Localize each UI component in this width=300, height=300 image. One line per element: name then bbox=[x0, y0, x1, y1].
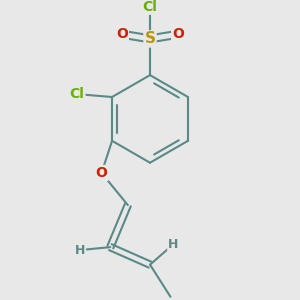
Text: O: O bbox=[172, 27, 184, 41]
Text: H: H bbox=[75, 244, 85, 256]
Text: H: H bbox=[168, 238, 178, 251]
Text: O: O bbox=[96, 166, 107, 180]
Text: O: O bbox=[116, 27, 128, 41]
Text: S: S bbox=[145, 32, 155, 46]
Text: Cl: Cl bbox=[142, 0, 158, 14]
Text: Cl: Cl bbox=[70, 87, 84, 101]
